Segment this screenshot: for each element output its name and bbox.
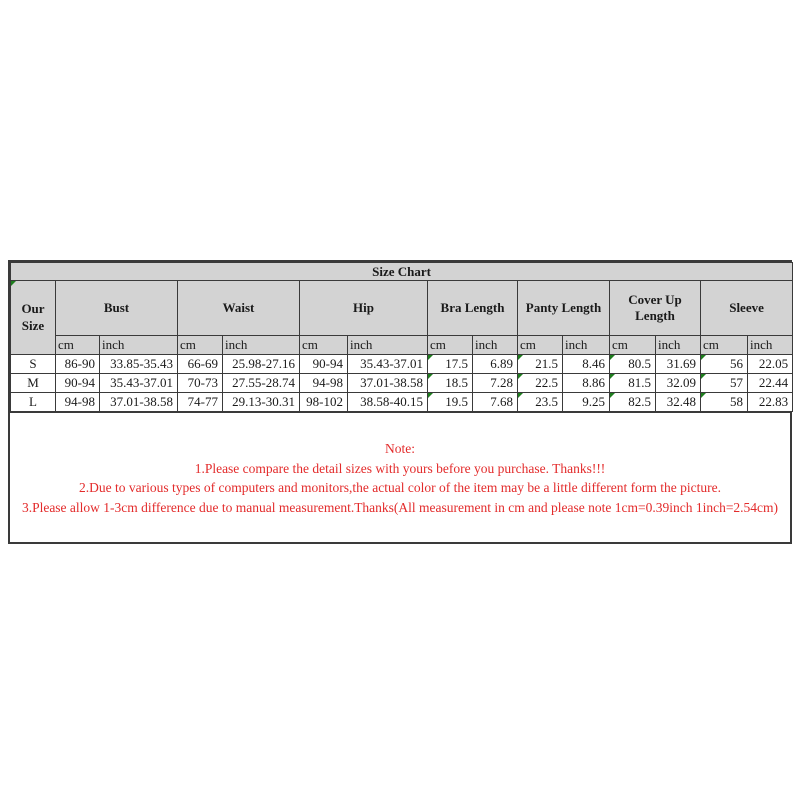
- unit-header-cm: cm: [517, 335, 563, 355]
- group-header-bra-length: Bra Length: [427, 280, 518, 336]
- sleeve-inch-value: 22.44: [746, 373, 794, 393]
- note-line-2: 2.Due to various types of computers and …: [79, 480, 721, 495]
- corner-header-our-size: Our Size: [10, 280, 56, 355]
- bust-cm-value: 94-98: [55, 392, 100, 412]
- bra-length-cm-value: 17.5: [427, 354, 473, 374]
- size-chart-table: Size Chart Our Size Bust Waist Hip Bra L…: [9, 262, 794, 412]
- green-corner-flag-icon: [518, 374, 523, 379]
- panty-length-cm-value: 23.5: [517, 392, 563, 412]
- unit-header-inch: inch: [222, 335, 300, 355]
- hip-cm-value: 94-98: [299, 373, 348, 393]
- size-label: L: [10, 392, 56, 412]
- waist-inch-value: 29.13-30.31: [222, 392, 300, 412]
- cover-up-inch-value: 32.09: [655, 373, 701, 393]
- hip-inch-value: 38.58-40.15: [347, 392, 428, 412]
- green-corner-flag-icon: [701, 355, 706, 360]
- green-corner-flag-icon: [11, 281, 16, 286]
- unit-header-inch: inch: [746, 335, 794, 355]
- waist-inch-value: 27.55-28.74: [222, 373, 300, 393]
- unit-header-inch: inch: [347, 335, 428, 355]
- panty-length-inch-value: 9.25: [562, 392, 610, 412]
- table-row-size-l: L 94-98 37.01-38.58 74-77 29.13-30.31 98…: [10, 392, 794, 412]
- unit-header-cm: cm: [55, 335, 100, 355]
- sleeve-inch-value: 22.05: [746, 354, 794, 374]
- panty-length-inch-value: 8.86: [562, 373, 610, 393]
- title-row: Size Chart: [9, 262, 794, 281]
- sleeve-cm-value: 58: [700, 392, 748, 412]
- bust-cm-value: 86-90: [55, 354, 100, 374]
- unit-header-inch: inch: [99, 335, 178, 355]
- cover-up-inch-value: 31.69: [655, 354, 701, 374]
- size-chart-panel: Size Chart Our Size Bust Waist Hip Bra L…: [8, 260, 794, 544]
- waist-inch-value: 25.98-27.16: [222, 354, 300, 374]
- bra-length-inch-value: 6.89: [472, 354, 518, 374]
- table-row-size-m: M 90-94 35.43-37.01 70-73 27.55-28.74 94…: [10, 373, 794, 393]
- unit-header-cm: cm: [177, 335, 223, 355]
- unit-header-inch: inch: [472, 335, 518, 355]
- unit-header-inch: inch: [562, 335, 610, 355]
- bra-length-cm-value: 18.5: [427, 373, 473, 393]
- waist-cm-value: 70-73: [177, 373, 223, 393]
- bust-inch-value: 35.43-37.01: [99, 373, 178, 393]
- green-corner-flag-icon: [701, 374, 706, 379]
- sleeve-cm-value: 56: [700, 354, 748, 374]
- note-section: Note: 1.Please compare the detail sizes …: [10, 412, 790, 542]
- unit-header-cm: cm: [609, 335, 656, 355]
- green-corner-flag-icon: [518, 393, 523, 398]
- hip-cm-value: 90-94: [299, 354, 348, 374]
- group-header-cover-up-length: Cover Up Length: [609, 280, 701, 336]
- note-heading: Note:: [385, 441, 415, 456]
- unit-header-row: cm inch cm inch cm inch cm inch cm inch …: [11, 335, 794, 355]
- cover-up-inch-value: 32.48: [655, 392, 701, 412]
- unit-header-inch: inch: [655, 335, 701, 355]
- bra-length-inch-value: 7.28: [472, 373, 518, 393]
- unit-header-cm: cm: [427, 335, 473, 355]
- bust-inch-value: 33.85-35.43: [99, 354, 178, 374]
- sleeve-inch-value: 22.83: [746, 392, 794, 412]
- group-header-sleeve: Sleeve: [699, 280, 794, 336]
- panty-length-cm-value: 21.5: [517, 354, 563, 374]
- bra-length-cm-value: 19.5: [427, 392, 473, 412]
- cover-up-cm-value: 82.5: [609, 392, 656, 412]
- cover-up-cm-value: 80.5: [609, 354, 656, 374]
- group-header-row: Our Size Bust Waist Hip Bra Length Panty…: [10, 280, 794, 355]
- group-header-bust: Bust: [55, 280, 178, 336]
- cover-up-cm-value: 81.5: [609, 373, 656, 393]
- panty-length-inch-value: 8.46: [562, 354, 610, 374]
- green-corner-flag-icon: [428, 374, 433, 379]
- hip-cm-value: 98-102: [299, 392, 348, 412]
- chart-title: Size Chart: [9, 262, 794, 281]
- group-header-waist: Waist: [177, 280, 300, 336]
- waist-cm-value: 66-69: [177, 354, 223, 374]
- green-corner-flag-icon: [610, 355, 615, 360]
- group-header-panty-length: Panty Length: [517, 280, 610, 336]
- green-corner-flag-icon: [518, 355, 523, 360]
- hip-inch-value: 35.43-37.01: [347, 354, 428, 374]
- green-corner-flag-icon: [610, 393, 615, 398]
- unit-header-cm: cm: [700, 335, 748, 355]
- size-label: M: [10, 373, 56, 393]
- group-header-hip: Hip: [299, 280, 428, 336]
- note-line-1: 1.Please compare the detail sizes with y…: [194, 460, 606, 476]
- green-corner-flag-icon: [610, 374, 615, 379]
- bra-length-inch-value: 7.68: [472, 392, 518, 412]
- hip-inch-value: 37.01-38.58: [347, 373, 428, 393]
- waist-cm-value: 74-77: [177, 392, 223, 412]
- green-corner-flag-icon: [701, 393, 706, 398]
- green-corner-flag-icon: [428, 393, 433, 398]
- sleeve-cm-value: 57: [700, 373, 748, 393]
- note-line-3: 3.Please allow 1-3cm difference due to m…: [21, 499, 779, 515]
- unit-header-cm: cm: [299, 335, 348, 355]
- table-row-size-s: S 86-90 33.85-35.43 66-69 25.98-27.16 90…: [10, 354, 794, 374]
- panty-length-cm-value: 22.5: [517, 373, 563, 393]
- bust-cm-value: 90-94: [55, 373, 100, 393]
- size-label: S: [10, 354, 56, 374]
- green-corner-flag-icon: [428, 355, 433, 360]
- bust-inch-value: 37.01-38.58: [99, 392, 178, 412]
